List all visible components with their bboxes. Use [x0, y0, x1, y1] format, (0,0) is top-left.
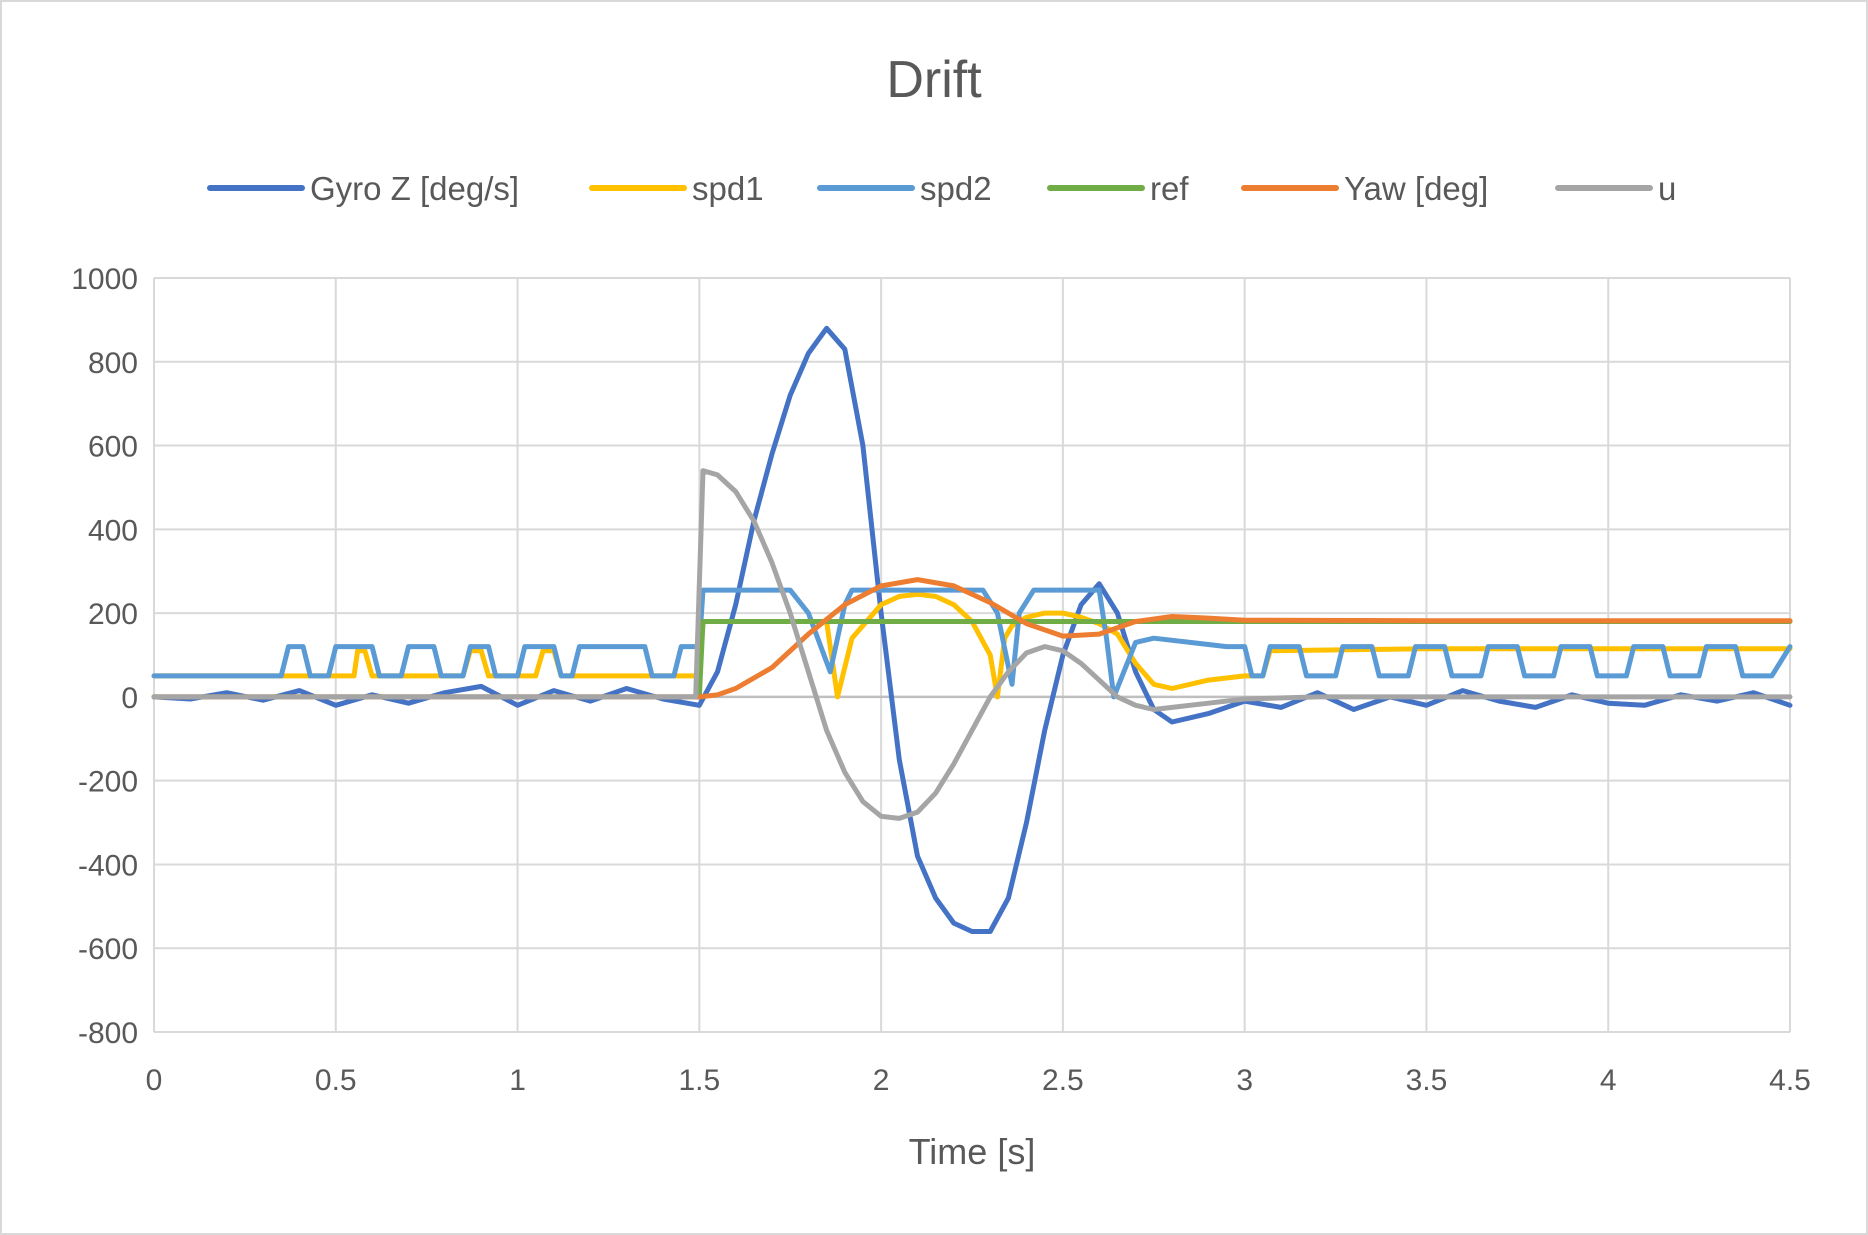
legend-label: ref: [1150, 170, 1189, 207]
legend-label: u: [1658, 170, 1676, 207]
y-tick-label: 600: [88, 431, 138, 464]
y-tick-label: 200: [88, 598, 138, 631]
x-tick-label: 2: [873, 1064, 890, 1097]
y-tick-label: 1000: [71, 263, 138, 296]
series-line-0: [151, 325, 1793, 934]
y-tick-label: -800: [78, 1017, 138, 1050]
y-tick-label: -400: [78, 849, 138, 882]
chart-title: Drift: [886, 51, 982, 109]
x-axis-label: Time [s]: [909, 1131, 1036, 1172]
x-tick-label: 4.5: [1769, 1064, 1811, 1097]
series-line-1: [151, 591, 1793, 700]
x-tick-label: 2.5: [1042, 1064, 1084, 1097]
series-line-3: [151, 619, 1793, 700]
y-tick-label: 400: [88, 514, 138, 547]
x-tick-label: 0.5: [315, 1064, 357, 1097]
y-tick-label: 0: [121, 682, 138, 715]
legend-label: Yaw [deg]: [1344, 170, 1488, 207]
legend-label: spd2: [920, 170, 992, 207]
x-tick-label: 0: [146, 1064, 163, 1097]
legend-label: Gyro Z [deg/s]: [310, 170, 519, 207]
x-tick-label: 1.5: [678, 1064, 720, 1097]
x-tick-label: 3: [1236, 1064, 1253, 1097]
legend-label: spd1: [692, 170, 764, 207]
series-line-4: [151, 577, 1793, 700]
series-layer: [151, 325, 1793, 934]
x-tick-label: 4: [1600, 1064, 1617, 1097]
legend: Gyro Z [deg/s] spd1 spd2 ref Yaw [deg] u: [207, 170, 1676, 207]
x-tick-label: 1: [509, 1064, 526, 1097]
y-tick-label: -200: [78, 766, 138, 799]
series-line-2: [151, 587, 1793, 700]
x-tick-labels: 0 0.5 1 1.5 2 2.5 3 3.5 4 4.5: [146, 1064, 1811, 1097]
y-tick-label: 800: [88, 347, 138, 380]
series-line-5: [151, 468, 1793, 821]
y-tick-labels: -800 -600 -400 -200 0 200 400 600 800 1000: [71, 263, 138, 1050]
gridlines: [153, 277, 1791, 1033]
y-tick-label: -600: [78, 933, 138, 966]
x-tick-label: 3.5: [1406, 1064, 1448, 1097]
